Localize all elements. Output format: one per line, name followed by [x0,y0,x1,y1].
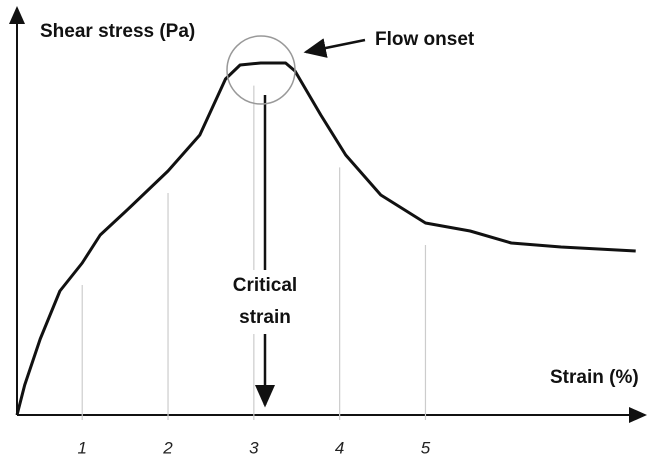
x-tick-label: 1 [77,438,86,457]
y-axis-label: Shear stress (Pa) [40,21,195,42]
x-tick-label: 3 [249,438,259,457]
highlight-circle [226,35,296,105]
x-tick-label: 5 [421,438,431,457]
x-tick-label: 4 [335,438,344,457]
annotation: Critical strain [220,270,310,334]
x-axis-label: Strain (%) [550,367,639,388]
x-tick-label: 2 [162,438,173,457]
data-line [15,61,636,416]
annotation-arrow [303,38,366,58]
annotation: Flow onset [375,29,475,50]
